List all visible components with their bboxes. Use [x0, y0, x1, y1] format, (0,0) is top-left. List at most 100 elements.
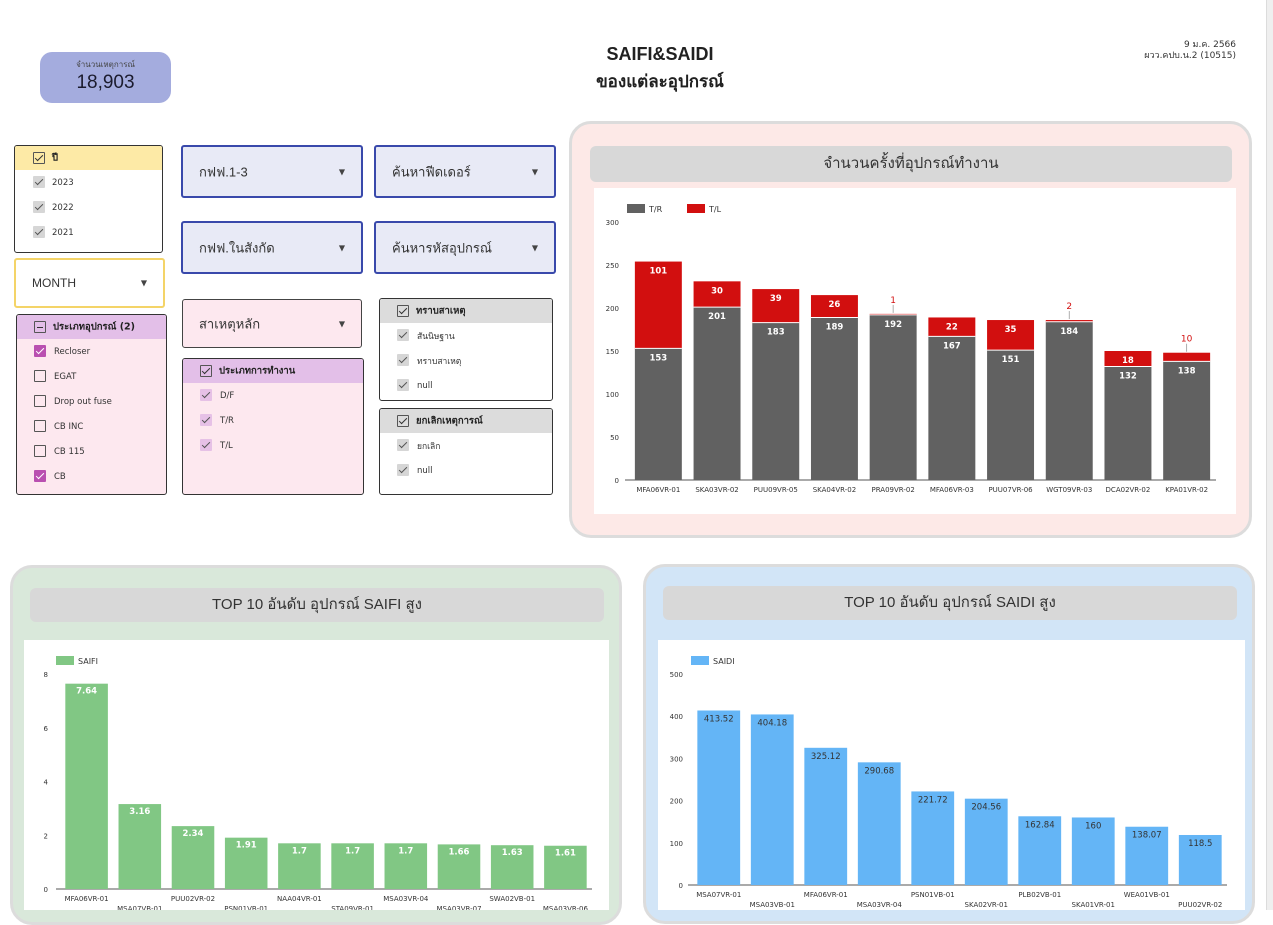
cancel-event-checkbox[interactable]: [397, 439, 409, 451]
device-type-checkbox[interactable]: [34, 470, 46, 482]
known-cause-checkbox[interactable]: [397, 329, 409, 341]
y-tick-label: 500: [670, 671, 683, 679]
data-label: 138: [1178, 366, 1196, 376]
data-label: 26: [829, 300, 841, 310]
known-cause-option[interactable]: null: [380, 373, 552, 398]
chevron-down-icon: ▼: [531, 243, 538, 252]
region-dropdown[interactable]: กฟฟ.1-3 ▼: [181, 145, 363, 198]
data-label: 1.66: [449, 847, 470, 857]
legend-swatch: [687, 204, 705, 213]
x-category-label: MFA06VR-03: [930, 486, 974, 494]
y-tick-label: 2: [44, 832, 48, 840]
data-label: 1.63: [502, 848, 523, 858]
x-category-label: MFA06VR-01: [636, 486, 680, 494]
cancel-event-filter-header[interactable]: ยกเลิกเหตุการณ์: [380, 409, 552, 433]
y-tick-label: 200: [670, 798, 683, 806]
y-tick-label: 6: [44, 725, 49, 733]
device-type-filter[interactable]: ประเภทอุปกรณ์ (2) Recloser EGAT Drop out…: [16, 314, 167, 495]
operation-type-checkbox[interactable]: [200, 439, 212, 451]
device-type-option[interactable]: Drop out fuse: [17, 389, 166, 414]
x-category-label: STA09VR-01: [331, 905, 374, 910]
year-select-all-checkbox[interactable]: [33, 152, 45, 164]
year-option[interactable]: 2023: [15, 170, 162, 195]
operation-type-option[interactable]: T/R: [183, 408, 363, 433]
cancel-event-checkbox[interactable]: [397, 464, 409, 476]
x-category-label: PUU02VR-02: [171, 895, 215, 903]
year-filter[interactable]: ปี 2023 2022 2021: [14, 145, 163, 253]
feeder-search-dropdown[interactable]: ค้นหาฟีดเดอร์ ▼: [374, 145, 556, 198]
y-tick-label: 300: [606, 219, 619, 227]
operation-type-checkbox[interactable]: [200, 389, 212, 401]
device-type-option[interactable]: EGAT: [17, 364, 166, 389]
bar-saifi: [224, 837, 268, 889]
page-scrollbar[interactable]: [1266, 0, 1273, 910]
y-tick-label: 8: [44, 671, 48, 679]
y-tick-label: 200: [606, 305, 619, 313]
device-type-checkbox[interactable]: [34, 370, 46, 382]
operation-type-select-all-checkbox[interactable]: [200, 365, 212, 377]
y-tick-label: 0: [679, 882, 683, 890]
x-category-label: MSA07VR-01: [696, 891, 741, 899]
device-code-search-dropdown[interactable]: ค้นหารหัสอุปกรณ์ ▼: [374, 221, 556, 274]
x-category-label: PUU07VR-06: [988, 486, 1033, 494]
device-type-label: CB 115: [54, 446, 85, 457]
device-type-checkbox[interactable]: [34, 420, 46, 432]
known-cause-option[interactable]: สันนิษฐาน: [380, 323, 552, 348]
x-category-label: WGT09VR-03: [1046, 486, 1092, 494]
bar-t-l: [634, 261, 682, 349]
year-option-label: 2021: [52, 227, 74, 238]
known-cause-checkbox[interactable]: [397, 354, 409, 366]
data-label: 30: [711, 286, 723, 296]
feeder-search-label: ค้นหาฟีดเดอร์: [392, 164, 471, 179]
device-type-option[interactable]: CB INC: [17, 414, 166, 439]
year-option-checkbox[interactable]: [33, 226, 45, 238]
legend-label: SAIFI: [78, 657, 98, 666]
y-tick-label: 50: [610, 434, 619, 442]
device-type-select-all-checkbox[interactable]: [34, 321, 46, 333]
cancel-event-filter[interactable]: ยกเลิกเหตุการณ์ ยกเลิก null: [379, 408, 553, 495]
operation-type-filter[interactable]: ประเภทการทำงาน D/F T/R T/L: [182, 358, 364, 495]
known-cause-option[interactable]: ทราบสาเหตุ: [380, 348, 552, 373]
bar-t-l: [1045, 320, 1093, 322]
device-type-checkbox[interactable]: [34, 395, 46, 407]
year-filter-header[interactable]: ปี: [15, 146, 162, 170]
bar-saidi: [857, 762, 901, 885]
cancel-event-option[interactable]: null: [380, 458, 552, 483]
data-label: 138.07: [1132, 831, 1162, 841]
known-cause-checkbox[interactable]: [397, 379, 409, 391]
x-category-label: MSA03VR-04: [383, 895, 429, 903]
device-type-checkbox[interactable]: [34, 445, 46, 457]
operation-type-filter-header[interactable]: ประเภทการทำงาน: [183, 359, 363, 383]
cancel-event-select-all-checkbox[interactable]: [397, 415, 409, 427]
device-type-option[interactable]: Recloser: [17, 339, 166, 364]
bar-saidi: [1018, 816, 1062, 885]
bar-saifi: [437, 844, 481, 889]
operation-type-checkbox[interactable]: [200, 414, 212, 426]
bar-t-r: [1104, 366, 1152, 480]
x-category-label: WEA01VB-01: [1124, 891, 1170, 899]
cancel-event-option[interactable]: ยกเลิก: [380, 433, 552, 458]
office-dropdown[interactable]: กฟฟ.ในสังกัด ▼: [181, 221, 363, 274]
device-type-filter-header[interactable]: ประเภทอุปกรณ์ (2): [17, 315, 166, 339]
known-cause-filter[interactable]: ทราบสาเหตุ สันนิษฐาน ทราบสาเหตุ null: [379, 298, 553, 401]
x-category-label: PSN01VB-01: [224, 905, 268, 910]
device-type-option[interactable]: CB 115: [17, 439, 166, 464]
data-label: 1.61: [555, 849, 576, 859]
operation-type-label: T/L: [220, 440, 233, 451]
device-type-checkbox[interactable]: [34, 345, 46, 357]
operation-type-option[interactable]: D/F: [183, 383, 363, 408]
known-cause-filter-header[interactable]: ทราบสาเหตุ: [380, 299, 552, 323]
bar-t-l: [752, 289, 800, 323]
year-option-checkbox[interactable]: [33, 201, 45, 213]
data-label: 2.34: [183, 829, 204, 839]
data-label: 183: [767, 328, 785, 338]
known-cause-select-all-checkbox[interactable]: [397, 305, 409, 317]
year-option[interactable]: 2021: [15, 220, 162, 245]
operation-type-option[interactable]: T/L: [183, 433, 363, 458]
year-option[interactable]: 2022: [15, 195, 162, 220]
year-option-checkbox[interactable]: [33, 176, 45, 188]
month-dropdown[interactable]: MONTH ▼: [14, 258, 165, 308]
main-cause-dropdown[interactable]: สาเหตุหลัก ▼: [182, 299, 362, 348]
device-type-option[interactable]: CB: [17, 464, 166, 489]
